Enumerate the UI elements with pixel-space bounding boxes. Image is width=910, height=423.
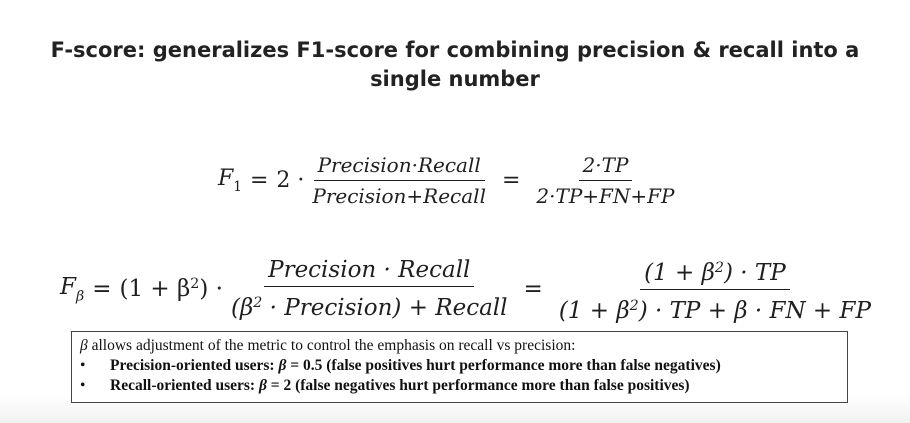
fbeta-lhs: Fβ (60, 274, 84, 304)
fbeta-den-part-b: · Precision) + Recall (262, 295, 508, 322)
f1-lhs: F1 (218, 166, 242, 195)
list-item-recall-oriented: • Recall-oriented users: β = 2 (false neg… (80, 376, 839, 396)
recall-oriented-label: Recall-oriented users: (110, 377, 259, 394)
fbeta-counts-den-sup: 2 (629, 297, 639, 314)
bullet-icon: • (80, 357, 86, 374)
f1-equation: F1 = 2 · Precision·Recall Precision+Reca… (218, 150, 683, 211)
fbeta-fraction-counts: (1 + β2) · TP (1 + β2) · TP + β · FN + F… (555, 252, 875, 327)
fbeta-lhs-subscript: β (75, 288, 85, 305)
list-item-precision-oriented: • Precision-oriented users: β = 0.5 (fals… (80, 356, 839, 376)
fbeta-fraction-denominator: (β2 · Precision) + Recall (227, 287, 512, 324)
f1-equals-sign-2: = (501, 168, 521, 193)
fbeta-coefficient: (1 + β2) · (120, 276, 223, 302)
slide-title: F-score: generalizes F1-score for combin… (40, 36, 870, 94)
precision-oriented-label: Precision-oriented users: (110, 357, 279, 374)
precision-oriented-explanation: (false positives hurt performance more t… (322, 357, 721, 374)
beta-explanation-box: β allows adjustment of the metric to con… (71, 331, 848, 403)
fbeta-coef-sup: 2 (190, 276, 200, 293)
f1-counts-denominator: 2·TP+FN+FP (536, 184, 675, 208)
fbeta-den-sup: 2 (253, 295, 263, 312)
fbeta-counts-denominator: (1 + β2) · TP + β · FN + FP (555, 290, 875, 327)
fbeta-counts-numerator: (1 + β2) · TP (640, 252, 790, 290)
fbeta-counts-den-b: ) · TP + β · FN + FP (638, 297, 871, 324)
precision-oriented-beta: β (278, 357, 287, 374)
f1-fraction-denominator: Precision+Recall (312, 184, 486, 208)
fbeta-lhs-base: F (60, 274, 76, 301)
beta-intro-text: allows adjustment of the metric to contr… (87, 337, 576, 354)
beta-intro-line: β allows adjustment of the metric to con… (80, 336, 839, 356)
slide-title-line-2: single number (370, 67, 540, 91)
fbeta-den-part-a: (β (230, 295, 254, 322)
fbeta-fraction-numerator: Precision · Recall (264, 254, 475, 288)
f1-lhs-base: F (218, 165, 234, 191)
f1-equals-sign: = (249, 168, 269, 193)
bullet-icon: • (80, 377, 86, 394)
fbeta-equation: Fβ = (1 + β2) · Precision · Recall (β2 ·… (60, 252, 879, 327)
precision-oriented-value: = 0.5 (286, 357, 323, 374)
fbeta-equals-sign: = (92, 276, 112, 303)
beta-symbol: β (80, 337, 88, 354)
fbeta-counts-den-a: (1 + β (558, 297, 630, 324)
fbeta-equals-sign-2: = (523, 276, 543, 303)
fbeta-coef-open: (1 + β (119, 276, 191, 303)
f1-fraction-precision-recall: Precision·Recall Precision+Recall (308, 150, 490, 211)
fbeta-counts-num-b: ) · TP (723, 259, 786, 286)
slide-title-line-1: F-score: generalizes F1-score for combin… (50, 38, 860, 62)
fbeta-counts-num-a: (1 + β (644, 259, 715, 286)
fbeta-counts-num-sup: 2 (714, 260, 724, 276)
f1-fraction-counts: 2·TP 2·TP+FN+FP (532, 150, 678, 211)
fbeta-fraction-precision-recall: Precision · Recall (β2 · Precision) + Re… (227, 254, 512, 324)
f1-counts-numerator: 2·TP (578, 150, 633, 181)
recall-oriented-explanation: (false negatives hurt performance more t… (291, 377, 690, 394)
f1-coefficient: 2 · (276, 168, 305, 193)
recall-oriented-value: = 2 (266, 377, 292, 394)
fbeta-coef-close: ) · (199, 276, 223, 303)
f1-lhs-subscript: 1 (233, 179, 242, 196)
recall-oriented-beta: β (258, 377, 267, 394)
f1-fraction-numerator: Precision·Recall (313, 150, 485, 181)
